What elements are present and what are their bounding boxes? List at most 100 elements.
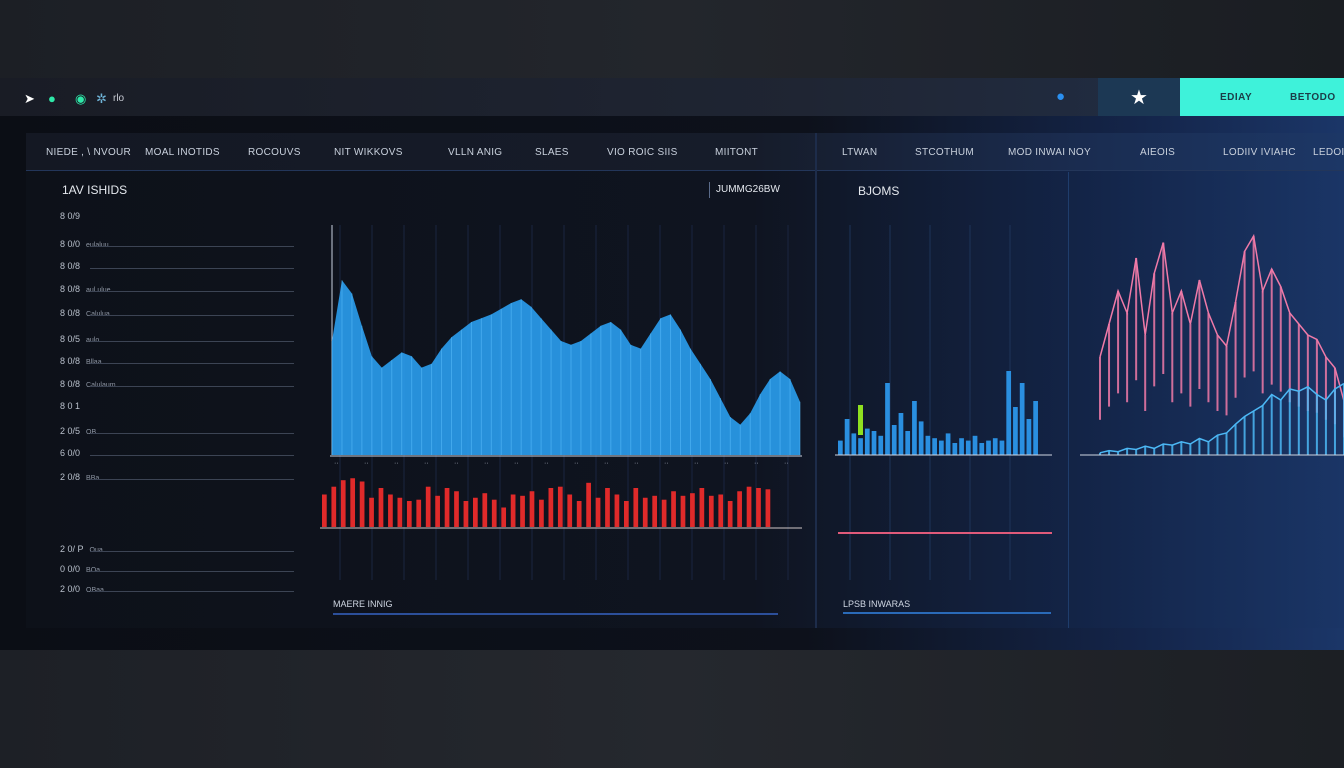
action-button-1[interactable]: EDIAY (1220, 91, 1253, 103)
bar (690, 493, 695, 527)
bar (986, 440, 991, 455)
column-header[interactable]: VIO ROIC SIIS (607, 147, 678, 158)
column-header[interactable]: NIT WIKKOVS (334, 147, 403, 158)
action-group: EDIAY BETODO (1180, 78, 1344, 116)
action-button-2[interactable]: BETODO (1290, 91, 1336, 103)
bar (737, 491, 742, 527)
column-header[interactable]: ROCOUVS (248, 147, 301, 158)
bar (718, 494, 724, 527)
row-value: 2 0/0 (60, 584, 81, 594)
bolt-icon[interactable]: ➤ (24, 91, 35, 106)
bar (359, 481, 365, 527)
x-tick-label: ·· (574, 460, 579, 467)
bar (652, 495, 658, 527)
bar (350, 478, 356, 527)
column-header[interactable]: MOD INWAI NOY (1008, 147, 1091, 158)
bar (746, 486, 752, 527)
column-header[interactable]: SLAES (535, 147, 569, 158)
bar (708, 495, 714, 527)
bar (1013, 407, 1018, 455)
row-gridline (90, 291, 294, 292)
row-note: Oua (90, 547, 103, 554)
row-value: 8 0/8 (60, 261, 81, 271)
right-footer-scrollbar[interactable] (843, 612, 1051, 614)
row-label: 8 0 1 (60, 401, 86, 411)
bar (406, 501, 412, 527)
bar (520, 495, 525, 527)
bar (671, 491, 676, 527)
bar (871, 431, 877, 455)
column-header[interactable]: STCOTHUM (915, 147, 975, 158)
x-tick-label: ·· (484, 460, 489, 467)
green-c-icon[interactable]: ◉ (75, 91, 87, 106)
bar (1019, 383, 1025, 455)
row-note: aulo (86, 337, 99, 344)
bar (864, 428, 870, 455)
bar (482, 493, 488, 527)
row-label: 8 0/8 Calulaum (60, 379, 116, 389)
x-tick-label: ·· (694, 460, 699, 467)
row-value: 8 0/0 (60, 239, 81, 249)
x-tick-label: ·· (514, 460, 519, 467)
gear-icon[interactable]: ✲ (96, 91, 107, 106)
bar (999, 440, 1005, 455)
x-tick-label: ·· (784, 460, 789, 467)
row-gridline (90, 455, 294, 456)
column-header[interactable]: NIEDE , \ NVOUR (46, 147, 132, 158)
bar (510, 494, 516, 527)
row-label: 2 0/5 OB (60, 426, 96, 436)
bar (952, 443, 958, 455)
row-note: Calulua (86, 311, 110, 318)
x-tick-label: ·· (664, 460, 669, 467)
bar (624, 501, 629, 527)
column-header-row (26, 133, 1344, 171)
bar (586, 482, 591, 527)
x-tick-label: ·· (424, 460, 429, 467)
column-header[interactable]: AIEOIS (1140, 147, 1176, 158)
row-gridline (90, 479, 294, 480)
bar (918, 421, 924, 455)
left-footer-label: MAERE INNIG (333, 599, 393, 609)
right-footer-label: LPSB INWARAS (843, 599, 911, 609)
row-label: 2 0/0 OBaa (60, 584, 104, 594)
bar (576, 501, 582, 527)
bar (397, 497, 403, 527)
circle-icon[interactable]: ● (1056, 88, 1066, 105)
bar (945, 433, 951, 455)
column-header[interactable]: LEDOIN (1313, 147, 1344, 158)
row-gridline (90, 433, 294, 434)
x-tick-label: ·· (604, 460, 609, 467)
bar (932, 438, 937, 455)
x-tick-label: ·· (634, 460, 639, 467)
row-label: 2 0/ P Oua (60, 544, 103, 554)
bar (548, 488, 554, 527)
row-note: OBaa (86, 587, 104, 594)
bar (661, 499, 667, 527)
bar (642, 497, 648, 527)
column-header[interactable]: MIITONT (715, 147, 759, 158)
column-header[interactable]: LTWAN (842, 147, 878, 158)
x-tick-label: ·· (724, 460, 729, 467)
bar (885, 383, 890, 455)
bar (972, 435, 978, 455)
bar (959, 438, 964, 455)
star-button[interactable]: ★ (1098, 78, 1180, 116)
star-icon: ★ (1130, 86, 1148, 109)
bar (605, 488, 610, 527)
bar (369, 497, 374, 527)
column-header[interactable]: MOAL INOTIDS (145, 147, 220, 158)
bar (680, 495, 686, 527)
row-note: BBa (86, 475, 99, 482)
green-circle-icon[interactable]: ● (48, 91, 56, 106)
column-header[interactable]: VLLN ANIG (448, 147, 503, 158)
bar (925, 435, 931, 455)
line-series (1099, 382, 1344, 454)
bar (979, 443, 985, 455)
row-label: 8 0/8 aul ulue (60, 284, 111, 294)
column-header[interactable]: LODIIV IVIAHC (1223, 147, 1296, 158)
left-title: 1AV ISHIDS (62, 183, 128, 197)
left-footer-scrollbar[interactable] (333, 613, 778, 615)
bar (491, 499, 497, 527)
row-value: 8 0 1 (60, 401, 81, 411)
